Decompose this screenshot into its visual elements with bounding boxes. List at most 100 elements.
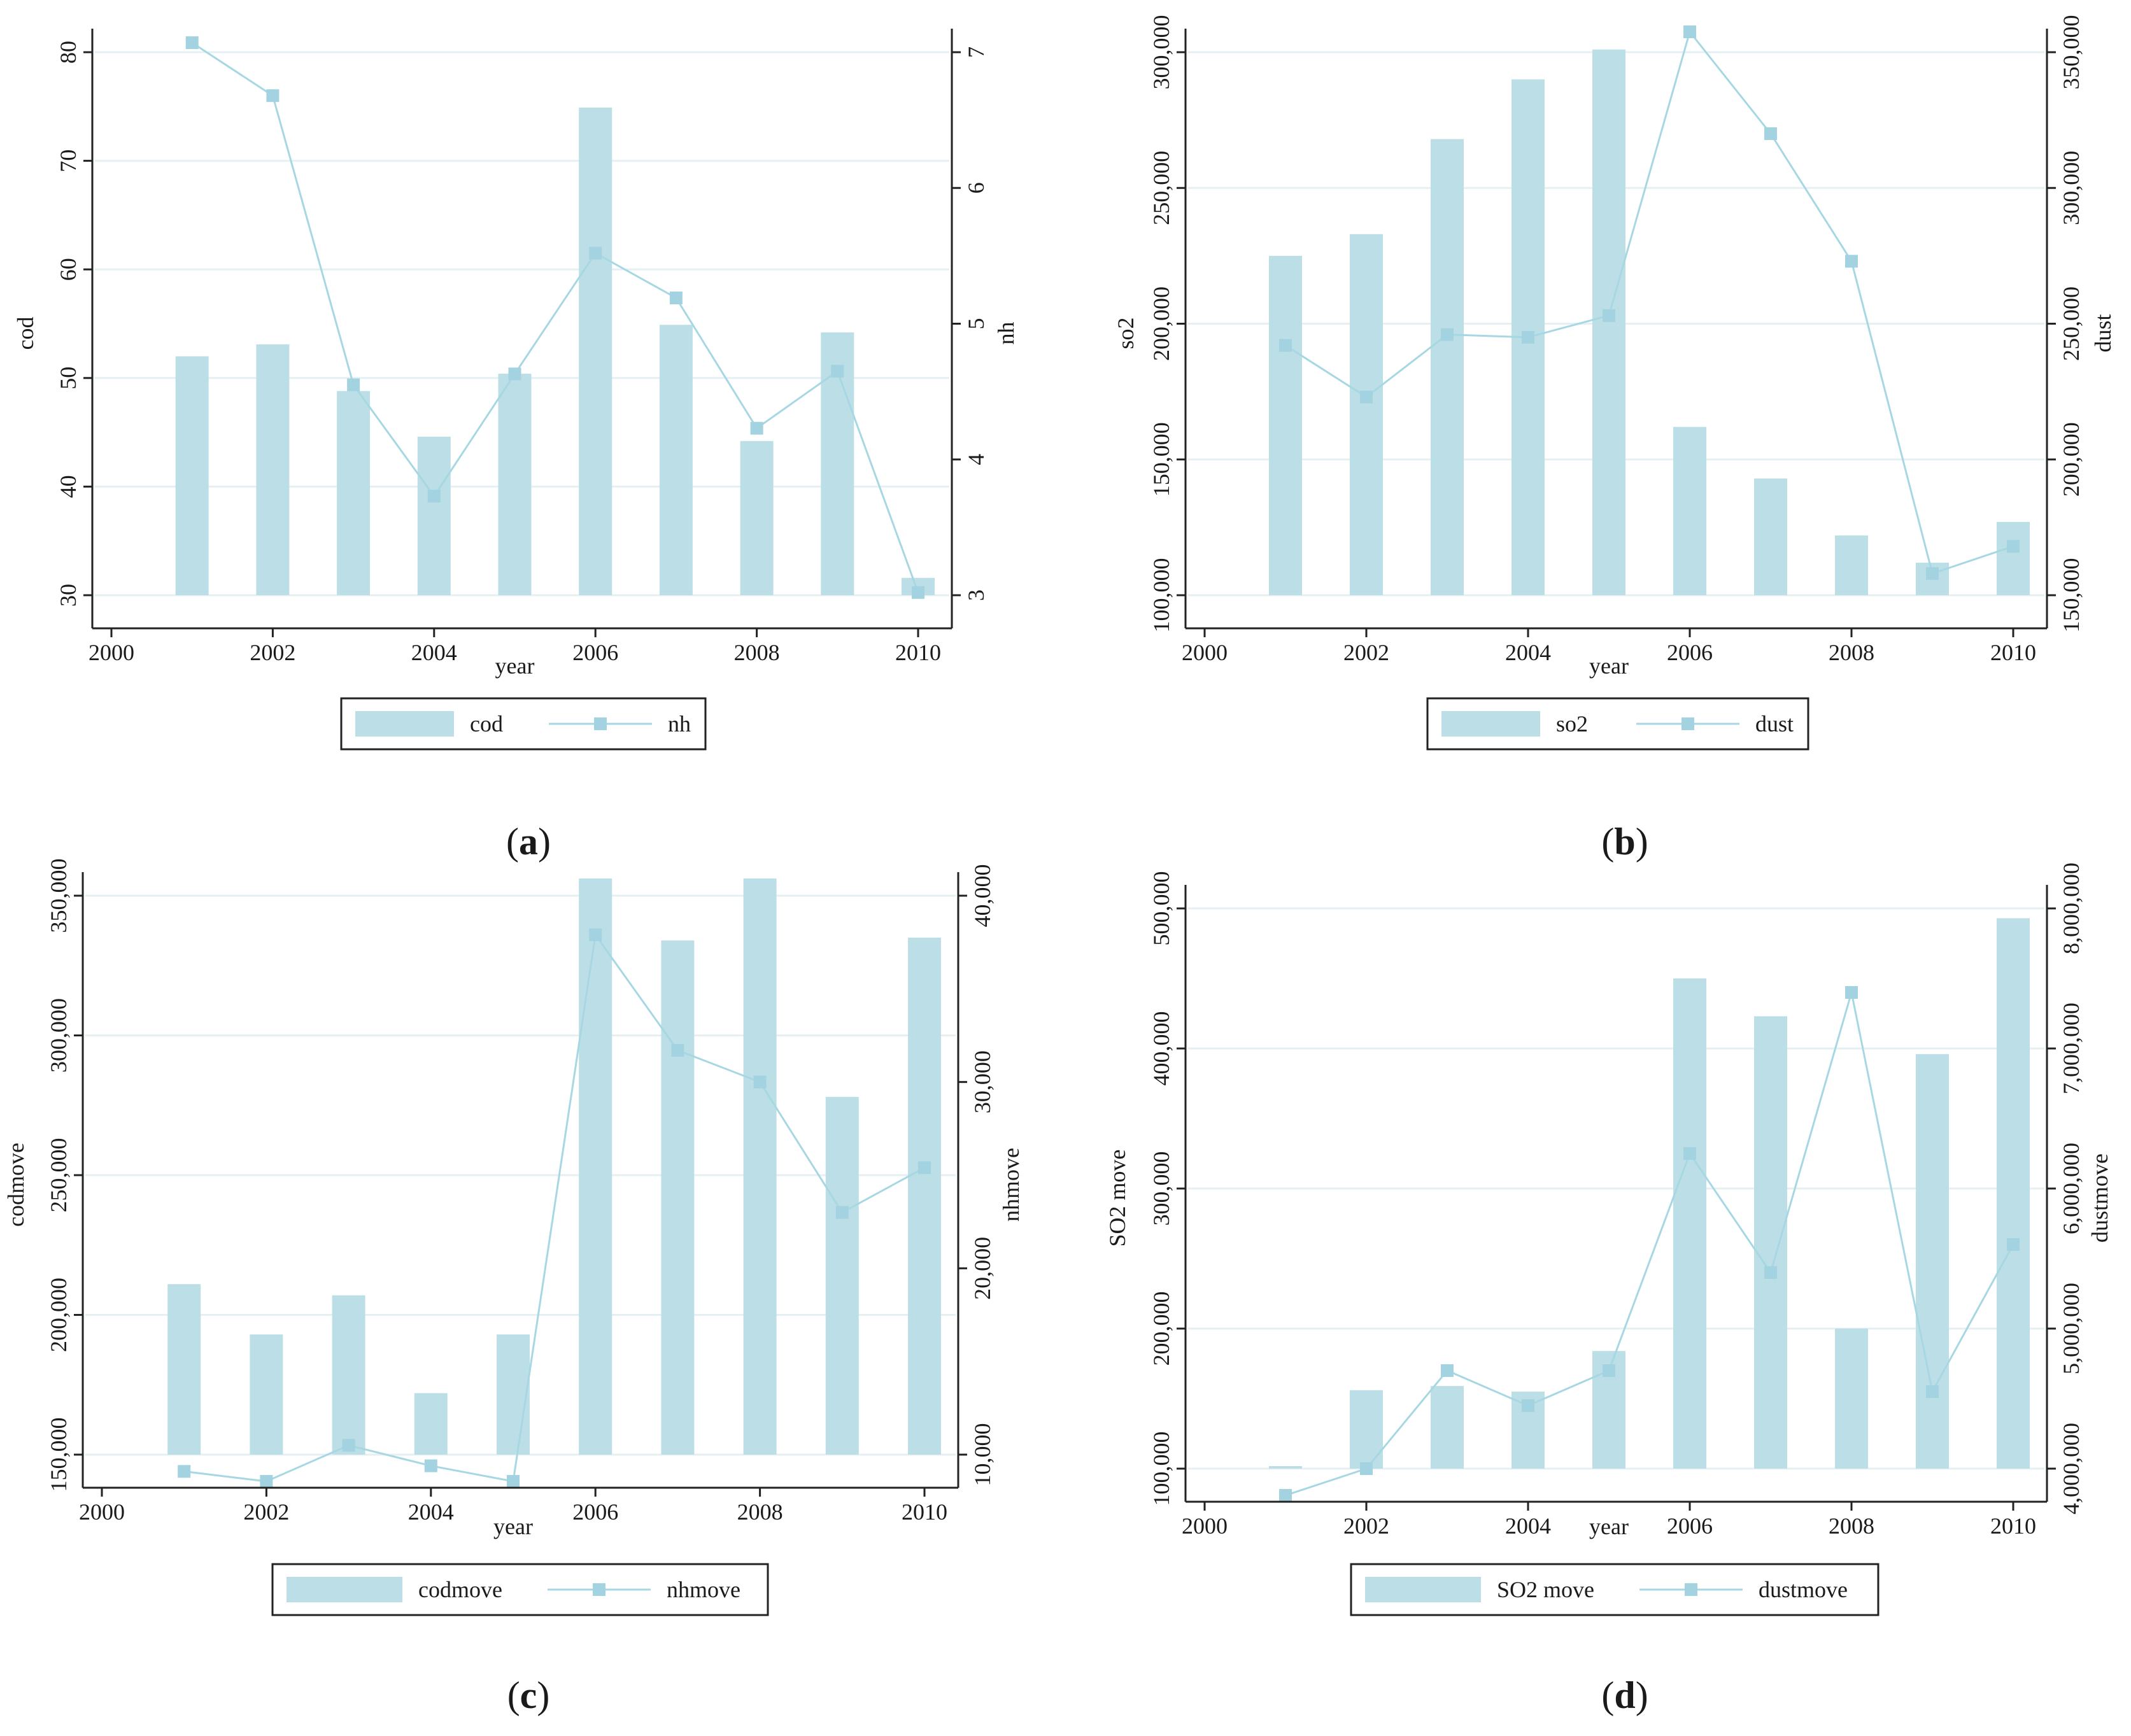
marker-nhmove-2003: [342, 1439, 355, 1452]
right-tick-label: 40,000: [970, 864, 995, 928]
panel-label: (c): [507, 1674, 550, 1716]
right-tick-label: 20,000: [970, 1237, 995, 1300]
legend-label-bar: cod: [470, 711, 503, 737]
bar-codmove-2007: [661, 940, 695, 1455]
right-tick-label: 7: [963, 46, 989, 58]
bar-so2-2005: [1592, 49, 1625, 596]
marker-dust-2003: [1441, 328, 1454, 341]
left-tick-label: 150,000: [1149, 422, 1174, 497]
bar-SO2-move-2010: [1997, 918, 2030, 1469]
bar-SO2-move-2009: [1916, 1054, 1949, 1469]
right-axis-title: dustmove: [2087, 1154, 2113, 1243]
bar-codmove-2006: [579, 879, 612, 1455]
bar-cod-2004: [417, 436, 451, 595]
x-tick-label: 2010: [895, 640, 941, 665]
marker-dustmove-2010: [2007, 1238, 2020, 1251]
x-tick-label: 2000: [88, 640, 134, 665]
left-axis-title: SO2 move: [1105, 1150, 1130, 1247]
bar-codmove-2005: [497, 1334, 530, 1455]
marker-dustmove-2009: [1926, 1385, 1939, 1398]
legend-label-line: dust: [1755, 711, 1794, 737]
left-tick-label: 50: [55, 367, 81, 390]
right-tick-label: 250,000: [2058, 286, 2084, 361]
bar-so2-2001: [1269, 255, 1302, 595]
marker-dustmove-2003: [1441, 1364, 1454, 1377]
x-tick-label: 2008: [1829, 640, 1874, 665]
left-tick-label: 30: [55, 584, 81, 607]
right-tick-label: 4,000,000: [2058, 1423, 2084, 1514]
left-tick-label: 250,000: [1149, 151, 1174, 225]
left-axis-title: codmove: [3, 1143, 29, 1227]
left-tick-label: 500,000: [1149, 872, 1174, 946]
bar-so2-2003: [1431, 139, 1464, 596]
left-axis-title: so2: [1113, 317, 1138, 349]
x-axis-title: year: [1589, 653, 1629, 679]
bar-codmove-2010: [908, 937, 941, 1455]
right-tick-label: 6: [963, 182, 989, 194]
x-tick-label: 2000: [1182, 640, 1228, 665]
marker-dust-2005: [1603, 309, 1615, 322]
right-tick-label: 4: [963, 454, 989, 465]
legend-marker-swatch: [1685, 1583, 1697, 1596]
left-tick-label: 150,000: [46, 1418, 71, 1492]
x-tick-label: 2010: [902, 1499, 947, 1525]
x-axis-title: year: [493, 1514, 533, 1539]
marker-dustmove-2001: [1279, 1489, 1292, 1502]
right-tick-label: 10,000: [970, 1423, 995, 1486]
bar-so2-2006: [1673, 427, 1706, 595]
right-axis-title: dust: [2090, 314, 2116, 352]
marker-dustmove-2007: [1764, 1266, 1777, 1279]
marker-nh-2002: [266, 89, 280, 102]
right-tick-label: 150,000: [2058, 558, 2084, 633]
marker-nhmove-2005: [507, 1475, 520, 1488]
left-tick-label: 300,000: [1149, 1152, 1174, 1226]
marker-nh-2005: [508, 367, 521, 381]
marker-dustmove-2002: [1360, 1462, 1373, 1475]
panel-label: (d): [1601, 1674, 1648, 1716]
legend-bar-swatch: [1441, 711, 1540, 737]
marker-dust-2010: [2007, 540, 2020, 553]
right-axis-title: nhmove: [998, 1148, 1024, 1222]
bar-codmove-2008: [743, 879, 777, 1455]
marker-nhmove-2008: [753, 1075, 767, 1089]
line-dustmove: [1285, 992, 2014, 1497]
bar-so2-2007: [1754, 478, 1787, 595]
bar-so2-2002: [1350, 234, 1383, 595]
line-dust: [1285, 29, 2014, 575]
left-tick-label: 70: [55, 150, 81, 173]
marker-nhmove-2002: [260, 1475, 273, 1488]
x-tick-label: 2002: [1343, 640, 1389, 665]
left-tick-label: 300,000: [46, 998, 71, 1073]
marker-dust-2008: [1845, 255, 1858, 268]
left-tick-label: 80: [55, 41, 81, 64]
x-tick-label: 2006: [1667, 1513, 1713, 1539]
marker-dustmove-2006: [1683, 1147, 1696, 1160]
marker-nh-2010: [912, 586, 924, 599]
marker-nhmove-2001: [178, 1465, 191, 1478]
panel-b: 100,000 150,000 200,000 250,000 300,000 150,0…: [1113, 15, 2116, 863]
legend-label-line: nh: [668, 711, 691, 737]
marker-dust-2006: [1683, 25, 1696, 38]
marker-nh-2008: [750, 421, 763, 435]
bar-so2-2008: [1835, 535, 1868, 595]
left-tick-label: 400,000: [1149, 1012, 1174, 1086]
marker-nhmove-2010: [918, 1161, 931, 1175]
left-tick-label: 350,000: [46, 859, 71, 933]
x-tick-label: 2008: [734, 640, 780, 665]
left-axis-title: cod: [13, 317, 38, 350]
left-tick-label: 200,000: [1149, 286, 1174, 361]
marker-dust-2004: [1522, 330, 1534, 344]
marker-dustmove-2005: [1603, 1364, 1615, 1377]
bar-codmove-2002: [250, 1334, 283, 1455]
right-tick-label: 350,000: [2058, 15, 2084, 90]
bar-SO2-move-2006: [1673, 978, 1706, 1469]
right-tick-label: 300,000: [2058, 151, 2084, 225]
bar-cod-2001: [175, 356, 209, 595]
bar-cod-2003: [337, 391, 371, 595]
x-tick-label: 2006: [1667, 640, 1713, 665]
bar-cod-2007: [659, 325, 693, 595]
x-tick-label: 2008: [1829, 1513, 1874, 1539]
right-tick-label: 200,000: [2058, 422, 2084, 497]
bar-codmove-2004: [414, 1393, 448, 1455]
